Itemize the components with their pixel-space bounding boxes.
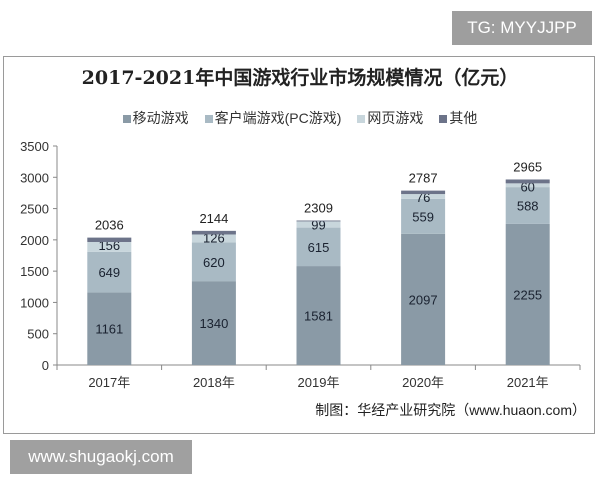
chart-title: 2017-2021年中国游戏行业市场规模情况（亿元） [81,67,519,89]
total-label: 2965 [513,159,542,174]
bar-segment [191,230,236,235]
data-label: 588 [517,199,539,214]
bar-segment [296,221,341,228]
x-tick-label: 2019年 [298,375,340,390]
bar-segment [505,187,550,224]
data-label: 2255 [513,287,542,302]
data-label: 620 [203,255,225,270]
y-tick-label: 3500 [20,139,49,154]
legend: 移动游戏 客户端游戏(PC游戏) 网页游戏 其他 [0,108,600,128]
legend-label: 移动游戏 [132,110,189,126]
bar-segment [505,223,550,365]
bar-segment [191,281,236,365]
data-label: 99 [311,217,325,232]
bar-segment [505,179,550,184]
bar-segment [296,266,341,365]
y-tick-label: 3000 [20,170,49,185]
bar-segment [296,227,341,267]
legend-item: 其他 [439,110,477,126]
bar-segment [401,233,446,365]
legend-swatch [357,115,366,124]
total-label: 2036 [95,218,124,233]
bar-segment [505,183,550,188]
data-label: 1340 [199,316,228,331]
total-label: 2144 [199,211,228,226]
bar-segment [191,242,236,282]
legend-label: 其他 [449,110,478,126]
data-label: 559 [412,209,434,224]
bar-segment [87,237,132,242]
watermark-bottom: www.shugaokj.com [10,440,192,474]
legend-swatch [204,115,213,124]
legend-label: 网页游戏 [367,110,424,126]
data-label: 2097 [409,292,438,307]
bar-segment [401,190,446,195]
y-tick-label: 1500 [20,264,49,279]
legend-item: 移动游戏 [122,110,189,126]
legend-item: 网页游戏 [357,110,423,126]
data-label: 649 [98,265,120,280]
x-tick-label: 2020年 [402,375,444,390]
bar-segment [87,241,132,252]
y-tick-label: 0 [42,358,49,373]
bar-segment [401,194,446,199]
bar-segment [296,220,341,222]
y-tick-label: 1000 [20,295,49,310]
x-tick-label: 2018年 [193,375,235,390]
total-label: 2787 [409,171,438,186]
bar-segment [401,198,446,234]
y-tick-label: 2500 [20,202,49,217]
data-label: 615 [308,240,330,255]
bar-segment [87,292,132,365]
x-tick-label: 2017年 [88,375,130,390]
legend-label: 客户端游戏(PC游戏) [214,110,342,126]
data-label: 1581 [304,309,333,324]
legend-swatch [122,115,131,124]
bar-segment [87,251,132,293]
watermark-top: TG: MYYJJPP [452,11,592,45]
y-tick-label: 2000 [20,233,49,248]
y-tick-label: 500 [27,327,49,342]
source-note: 制图：华经产业研究院（www.huaon.com） [315,402,586,418]
total-label: 2309 [304,201,333,216]
data-label: 1161 [95,322,123,337]
x-tick-label: 2021年 [507,375,549,390]
legend-swatch [439,115,448,124]
bar-segment [191,234,236,243]
chart-frame [3,56,595,434]
legend-item: 客户端游戏(PC游戏) [204,110,342,126]
